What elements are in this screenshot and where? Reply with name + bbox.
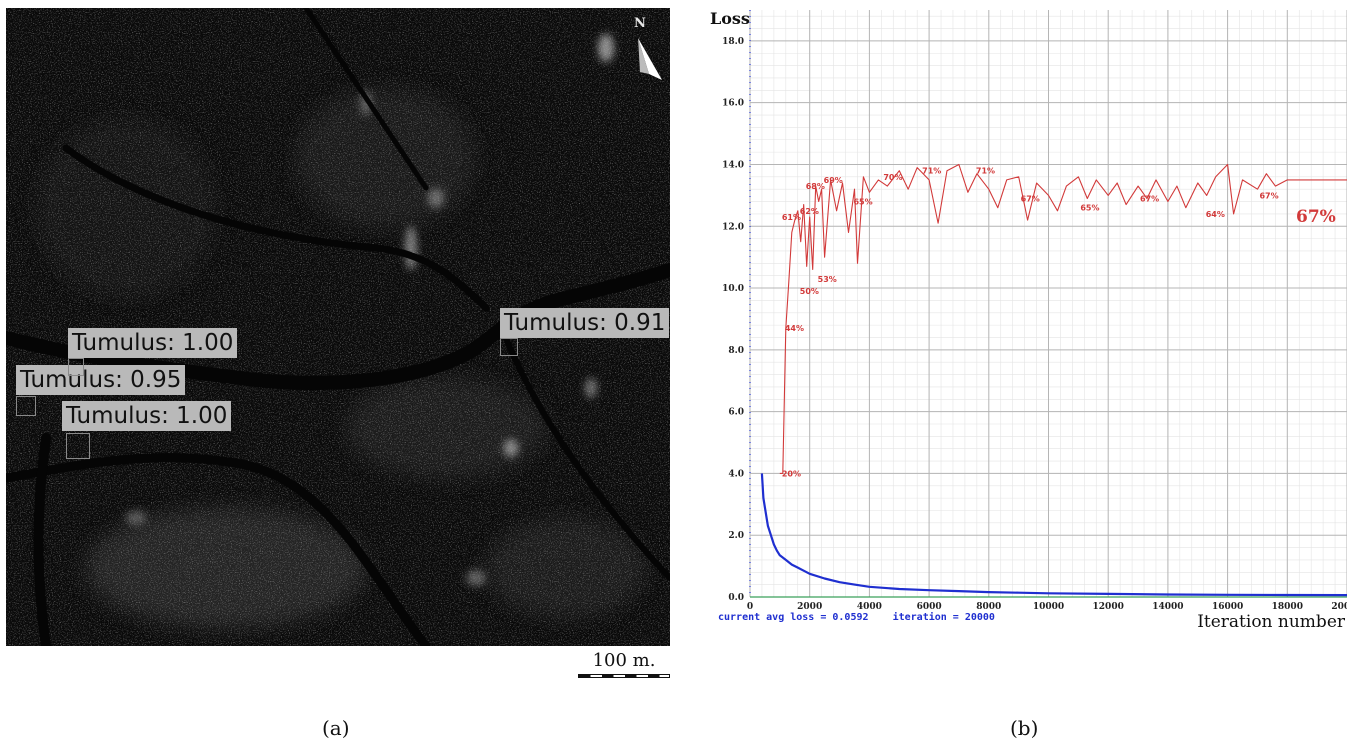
x-tick-label: 8000 bbox=[976, 602, 1001, 612]
x-tick-label: 16000 bbox=[1212, 602, 1243, 612]
y-tick-label: 10.0 bbox=[722, 284, 744, 294]
x-tick-label: 0 bbox=[747, 602, 753, 612]
x-tick-label: 4000 bbox=[857, 602, 882, 612]
axes bbox=[749, 10, 1347, 598]
map-annotation: 61% bbox=[782, 213, 801, 222]
loss-chart: 0.0 2.0 4.0 6.0 8.0 10.0 12.0 14.0 16.0 18.0 0 200… bbox=[710, 9, 1347, 632]
y-tick-label: 8.0 bbox=[728, 346, 744, 356]
x-tick-label: 20000 bbox=[1331, 602, 1347, 612]
lidar-terrain bbox=[6, 8, 670, 646]
loss-series-line bbox=[760, 473, 1347, 597]
chart-footer-status: current avg loss = 0.0592 iteration = 20… bbox=[718, 611, 995, 623]
x-axis-label: Iteration number bbox=[1197, 612, 1346, 632]
map-annotation: 62% bbox=[800, 207, 819, 216]
detection-label: Tumulus: 0.91 bbox=[500, 308, 670, 338]
current-map-label: 67% bbox=[1296, 207, 1336, 227]
x-tick-label: 12000 bbox=[1093, 602, 1124, 612]
map-series-line bbox=[779, 163, 1347, 474]
detection-box bbox=[68, 358, 84, 376]
x-tick-label: 2000 bbox=[797, 602, 822, 612]
series-layer bbox=[760, 163, 1347, 597]
map-annotation: 68% bbox=[806, 182, 825, 191]
scale-bar-label: 100 m. bbox=[592, 650, 656, 671]
annotation-layer: 20% 44% 50% 53% 61%62% 68%69% 65% 70% 71% 71% 67% 6… bbox=[782, 167, 1279, 479]
y-axis-label: Loss bbox=[710, 9, 750, 28]
detection-label: Tumulus: 1.00 bbox=[68, 328, 238, 358]
map-annotation: 67% bbox=[1259, 191, 1278, 200]
major-grid bbox=[749, 10, 1347, 598]
caption-a: (a) bbox=[322, 716, 350, 740]
map-annotation: 50% bbox=[800, 287, 819, 296]
map-annotation: 67% bbox=[1140, 194, 1159, 203]
y-tick-label: 12.0 bbox=[722, 222, 744, 232]
map-annotation: 71% bbox=[922, 167, 941, 176]
detection-box bbox=[500, 338, 518, 356]
y-tick-labels: 0.0 2.0 4.0 6.0 8.0 10.0 12.0 14.0 16.0 18.0 bbox=[722, 37, 744, 603]
y-tick-label: 6.0 bbox=[728, 408, 744, 418]
y-tick-label: 0.0 bbox=[728, 593, 744, 603]
map-annotation: 64% bbox=[1206, 210, 1225, 219]
map-annotation: 65% bbox=[853, 198, 872, 207]
y-tick-label: 16.0 bbox=[722, 99, 744, 109]
x-tick-label: 18000 bbox=[1272, 602, 1303, 612]
lidar-map-image: N Tumulus: 1.00 Tumulus: 0.95 Tumulus: 1… bbox=[6, 8, 670, 646]
map-annotation: 67% bbox=[1021, 194, 1040, 203]
detection-box bbox=[66, 433, 90, 459]
x-tick-label: 6000 bbox=[917, 602, 942, 612]
map-annotation: 70% bbox=[883, 173, 902, 182]
map-annotation: 53% bbox=[818, 275, 837, 284]
x-tick-label: 10000 bbox=[1033, 602, 1064, 612]
detection-label: Tumulus: 0.95 bbox=[16, 365, 186, 395]
y-tick-label: 18.0 bbox=[722, 37, 744, 47]
y-tick-label: 14.0 bbox=[722, 160, 744, 170]
caption-b: (b) bbox=[1010, 716, 1039, 740]
detection-box bbox=[16, 396, 36, 416]
x-tick-label: 14000 bbox=[1152, 602, 1183, 612]
map-annotation: 20% bbox=[782, 469, 801, 478]
y-tick-label: 4.0 bbox=[728, 469, 744, 479]
x-tick-labels: 0 2000 4000 6000 8000 10000 12000 14000 16000 180… bbox=[747, 602, 1347, 612]
detection-label: Tumulus: 1.00 bbox=[62, 401, 232, 431]
scale-bar-graphic bbox=[578, 674, 670, 678]
scale-bar: 100 m. bbox=[578, 650, 670, 680]
north-arrow-label: N bbox=[634, 16, 646, 31]
y-tick-label: 2.0 bbox=[728, 531, 744, 541]
map-annotation: 44% bbox=[785, 324, 804, 333]
map-annotation: 65% bbox=[1080, 204, 1099, 213]
map-annotation: 69% bbox=[824, 176, 843, 185]
map-annotation: 71% bbox=[976, 167, 995, 176]
